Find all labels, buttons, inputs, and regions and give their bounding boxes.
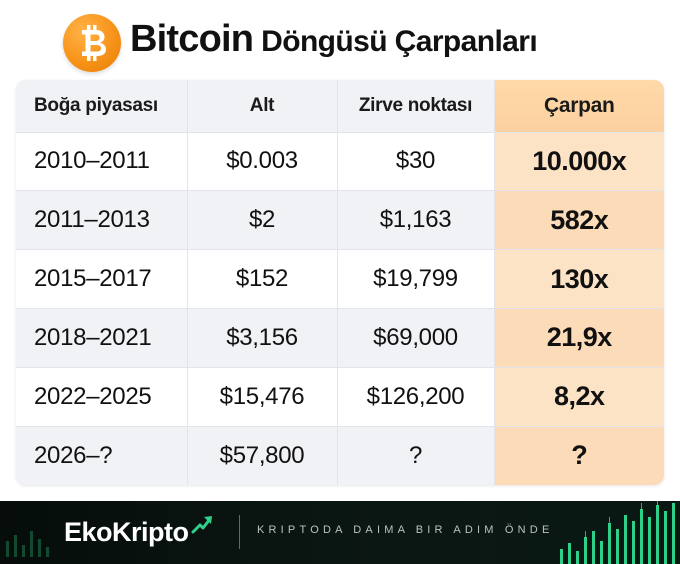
- cell-peak: $1,163: [337, 190, 495, 250]
- cell-period: 2011–2013: [16, 190, 188, 250]
- table-header-row: Boğa piyasası Alt Zirve noktası Çarpan: [16, 80, 664, 132]
- multiplier-table-card: Boğa piyasası Alt Zirve noktası Çarpan 2…: [16, 80, 664, 485]
- table-row: 2010–2011 $0.003 $30 10.000x: [16, 132, 664, 191]
- cell-peak: $30: [337, 132, 495, 191]
- multiplier-table: Boğa piyasası Alt Zirve noktası Çarpan 2…: [16, 80, 664, 485]
- column-header-multiplier: Çarpan: [494, 80, 664, 132]
- cell-low: $15,476: [187, 367, 338, 427]
- cell-period: 2010–2011: [16, 132, 188, 191]
- cell-multiplier: ?: [494, 426, 664, 485]
- column-header-peak: Zirve noktası: [337, 80, 495, 132]
- footer-banner: Eko Kripto KRIPTODA DAIMA BIR ADIM ÖNDE: [0, 501, 680, 564]
- slogan: KRIPTODA DAIMA BIR ADIM ÖNDE: [257, 524, 554, 536]
- cell-low: $57,800: [187, 426, 338, 485]
- ekokripto-logo: Eko Kripto: [64, 515, 213, 549]
- header: Bitcoin Döngüsü Çarpanları: [0, 0, 680, 80]
- cell-period: 2015–2017: [16, 249, 188, 309]
- cell-multiplier: 582x: [494, 190, 664, 250]
- title-sub: Döngüsü Çarpanları: [261, 25, 538, 58]
- cell-low: $152: [187, 249, 338, 309]
- table-row: 2011–2013 $2 $1,163 582x: [16, 190, 664, 250]
- cell-period: 2018–2021: [16, 308, 188, 368]
- cell-peak: ?: [337, 426, 495, 485]
- cell-peak: $69,000: [337, 308, 495, 368]
- rising-arrow-icon: [191, 514, 213, 539]
- brand-part2: Kripto: [112, 516, 189, 547]
- table-row: 2018–2021 $3,156 $69,000 21,9x: [16, 308, 664, 368]
- page-title: Bitcoin Döngüsü Çarpanları: [130, 18, 538, 68]
- cell-peak: $19,799: [337, 249, 495, 309]
- brand-part1: Eko: [64, 516, 113, 547]
- column-header-low: Alt: [187, 80, 338, 132]
- cell-low: $2: [187, 190, 338, 250]
- cell-multiplier: 8,2x: [494, 367, 664, 427]
- cell-peak: $126,200: [337, 367, 495, 427]
- title-main: Bitcoin: [130, 18, 254, 60]
- table-row: 2026–? $57,800 ? ?: [16, 426, 664, 485]
- table-row: 2015–2017 $152 $19,799 130x: [16, 249, 664, 309]
- cell-low: $0.003: [187, 132, 338, 191]
- bitcoin-icon: [63, 14, 121, 72]
- cell-multiplier: 10.000x: [494, 132, 664, 191]
- cell-low: $3,156: [187, 308, 338, 368]
- table-row: 2022–2025 $15,476 $126,200 8,2x: [16, 367, 664, 427]
- cell-period: 2022–2025: [16, 367, 188, 427]
- column-header-period: Boğa piyasası: [16, 80, 188, 132]
- cell-multiplier: 130x: [494, 249, 664, 309]
- cell-period: 2026–?: [16, 426, 188, 485]
- cell-multiplier: 21,9x: [494, 308, 664, 368]
- footer-divider: [239, 515, 240, 549]
- decorative-chart-bars: [6, 501, 675, 564]
